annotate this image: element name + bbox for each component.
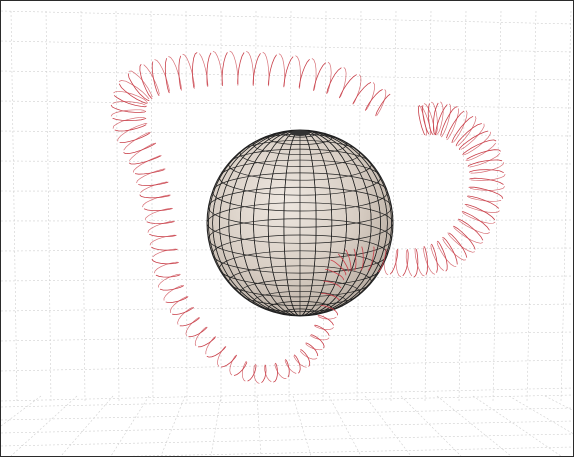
sphere-longitude: [219, 130, 381, 316]
grid-line: [472, 395, 562, 456]
sphere-longitude: [239, 130, 361, 316]
sphere-longitude: [267, 130, 333, 316]
grid-line: [110, 395, 150, 456]
grid-line: [526, 10, 537, 402]
grid-line: [292, 395, 312, 456]
grid-line: [1, 303, 573, 312]
sphere-latitude: [239, 140, 361, 167]
grid-line: [80, 10, 86, 402]
grid-line: [256, 395, 262, 456]
grid-line: [1, 395, 42, 427]
sphere-longitude: [208, 130, 392, 316]
grid-line: [1, 160, 573, 165]
grid-line: [544, 395, 573, 411]
grid-line: [10, 10, 18, 402]
grid-line: [492, 10, 502, 402]
coil-front-strands: [110, 52, 504, 384]
grid-line: [254, 10, 257, 402]
grid-line: [458, 10, 467, 402]
grid-line: [1, 433, 573, 447]
grid-line: [185, 10, 188, 402]
grid-line: [1, 359, 573, 372]
grid-line: [1, 70, 573, 81]
grid-line: [129, 446, 573, 456]
grid-line: [424, 10, 432, 402]
grid-line: [364, 395, 412, 456]
grid-line: [150, 10, 154, 402]
grid-line: [390, 10, 397, 402]
grid-line: [436, 395, 512, 456]
grid-line: [1, 331, 573, 342]
grid-line: [115, 10, 120, 402]
grid-line: [45, 10, 52, 402]
grid-line: [1, 100, 573, 109]
grid-line: [1, 10, 573, 25]
grid-line: [60, 395, 114, 456]
grid-line: [210, 395, 222, 456]
sphere-grid-lines: [207, 130, 393, 316]
sphere-pole: [290, 130, 310, 136]
sphere-latitude: [219, 159, 381, 196]
sphere-longitude: [228, 130, 372, 316]
sphere-longitude: [283, 130, 317, 316]
grid-line: [288, 10, 292, 402]
sphere-longitude: [212, 130, 388, 316]
grid-line: [1, 407, 573, 421]
grid-line: [560, 10, 572, 402]
sphere-longitude: [253, 130, 347, 316]
grid-line: [1, 275, 573, 282]
sphere-latitude: [207, 202, 393, 244]
grid-line: [1, 394, 573, 408]
grid-line: [1, 190, 573, 193]
grid-line: [1, 247, 573, 252]
grid-line: [400, 395, 462, 456]
sphere-latitude: [239, 279, 361, 306]
grid-line: [160, 395, 186, 456]
grid-line: [508, 395, 573, 434]
grid-line: [10, 395, 78, 456]
grid-line: [1, 387, 573, 402]
sphere-mesh: [206, 129, 394, 317]
helical-coil-front: [110, 52, 504, 384]
grid-line: [1, 420, 573, 434]
grid-line: [1, 40, 573, 53]
